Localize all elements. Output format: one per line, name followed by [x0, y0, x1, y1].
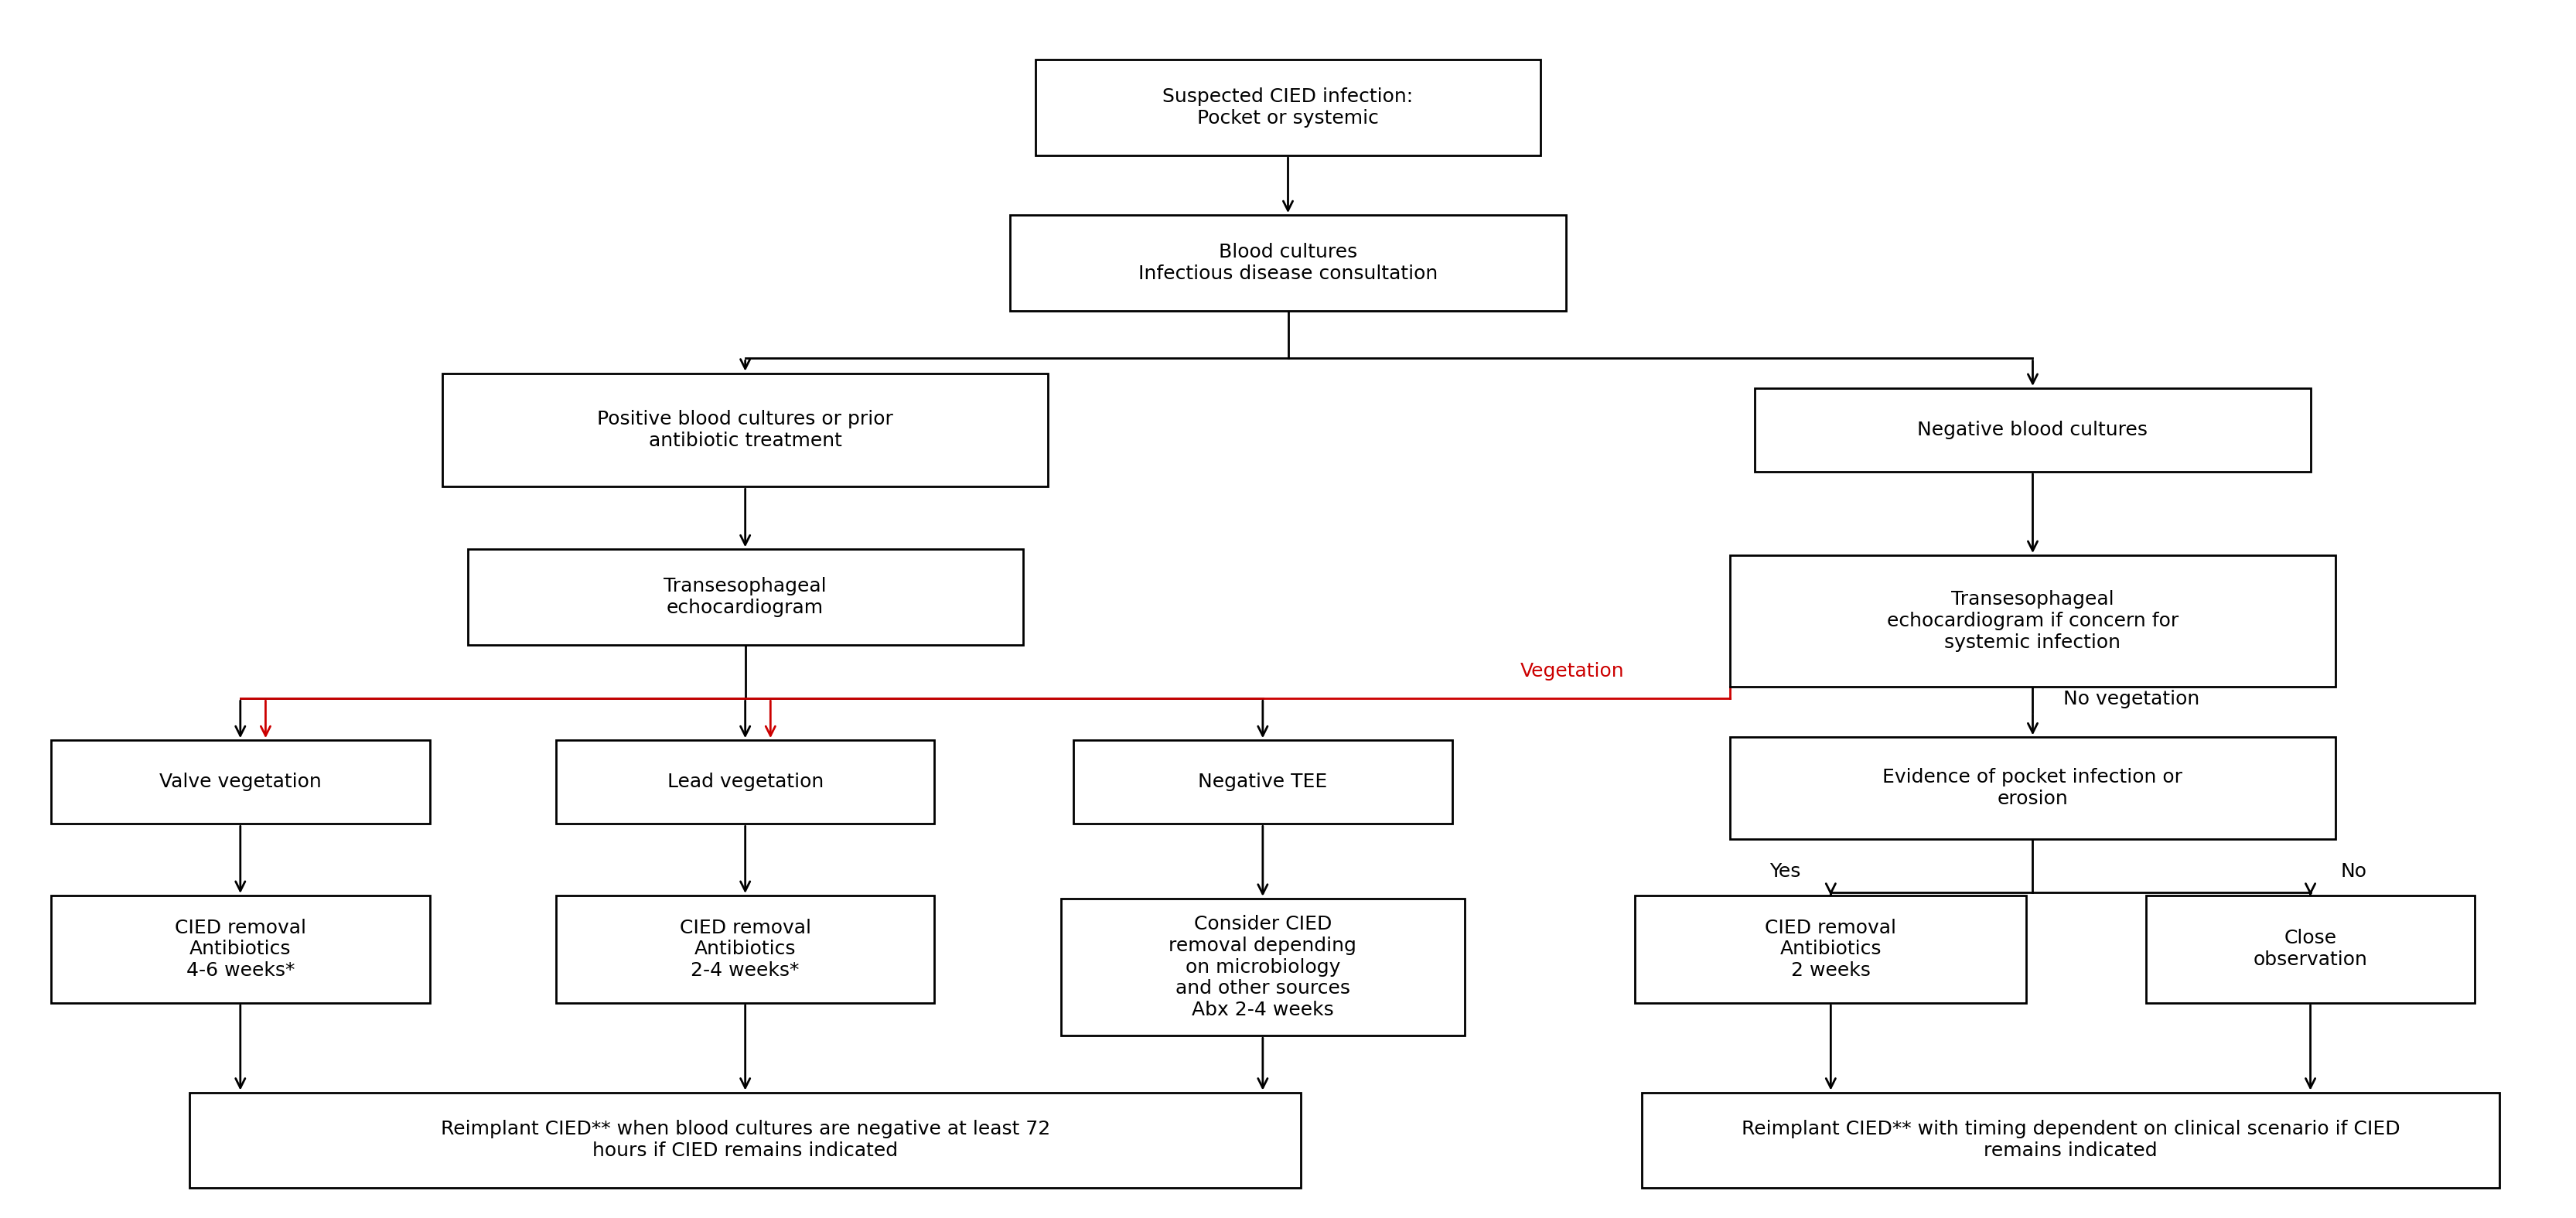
Text: Negative TEE: Negative TEE	[1198, 772, 1327, 792]
Text: Yes: Yes	[1770, 862, 1801, 881]
FancyBboxPatch shape	[1036, 60, 1540, 156]
Text: Positive blood cultures or prior
antibiotic treatment: Positive blood cultures or prior antibio…	[598, 410, 894, 449]
Text: CIED removal
Antibiotics
2-4 weeks*: CIED removal Antibiotics 2-4 weeks*	[680, 918, 811, 980]
Text: Blood cultures
Infectious disease consultation: Blood cultures Infectious disease consul…	[1139, 242, 1437, 283]
FancyBboxPatch shape	[466, 549, 1023, 644]
Text: Reimplant CIED** when blood cultures are negative at least 72
hours if CIED rema: Reimplant CIED** when blood cultures are…	[440, 1121, 1051, 1161]
Text: Transesophageal
echocardiogram if concern for
systemic infection: Transesophageal echocardiogram if concer…	[1886, 591, 2179, 652]
FancyBboxPatch shape	[1641, 1093, 2499, 1188]
FancyBboxPatch shape	[1636, 895, 2027, 1002]
Text: Transesophageal
echocardiogram: Transesophageal echocardiogram	[665, 577, 827, 618]
Text: No: No	[2342, 862, 2367, 881]
FancyBboxPatch shape	[443, 373, 1048, 487]
FancyBboxPatch shape	[2146, 895, 2476, 1002]
Text: Vegetation: Vegetation	[1520, 663, 1623, 681]
FancyBboxPatch shape	[191, 1093, 1301, 1188]
Text: Evidence of pocket infection or
erosion: Evidence of pocket infection or erosion	[1883, 769, 2182, 808]
Text: Reimplant CIED** with timing dependent on clinical scenario if CIED
remains indi: Reimplant CIED** with timing dependent o…	[1741, 1121, 2401, 1161]
Text: Valve vegetation: Valve vegetation	[160, 772, 322, 792]
Text: No vegetation: No vegetation	[2063, 689, 2200, 709]
FancyBboxPatch shape	[52, 895, 430, 1002]
Text: CIED removal
Antibiotics
4-6 weeks*: CIED removal Antibiotics 4-6 weeks*	[175, 918, 307, 980]
Text: Lead vegetation: Lead vegetation	[667, 772, 824, 792]
FancyBboxPatch shape	[556, 741, 935, 823]
Text: Consider CIED
removal depending
on microbiology
and other sources
Abx 2-4 weeks: Consider CIED removal depending on micro…	[1170, 915, 1358, 1019]
FancyBboxPatch shape	[1754, 389, 2311, 471]
FancyBboxPatch shape	[52, 741, 430, 823]
FancyBboxPatch shape	[1074, 741, 1453, 823]
FancyBboxPatch shape	[1010, 216, 1566, 311]
FancyBboxPatch shape	[1731, 737, 2336, 839]
Text: Negative blood cultures: Negative blood cultures	[1917, 420, 2148, 440]
Text: Close
observation: Close observation	[2254, 929, 2367, 970]
Text: Suspected CIED infection:
Pocket or systemic: Suspected CIED infection: Pocket or syst…	[1162, 88, 1414, 128]
Text: CIED removal
Antibiotics
2 weeks: CIED removal Antibiotics 2 weeks	[1765, 918, 1896, 980]
FancyBboxPatch shape	[556, 895, 935, 1002]
FancyBboxPatch shape	[1731, 555, 2336, 687]
FancyBboxPatch shape	[1061, 899, 1466, 1035]
